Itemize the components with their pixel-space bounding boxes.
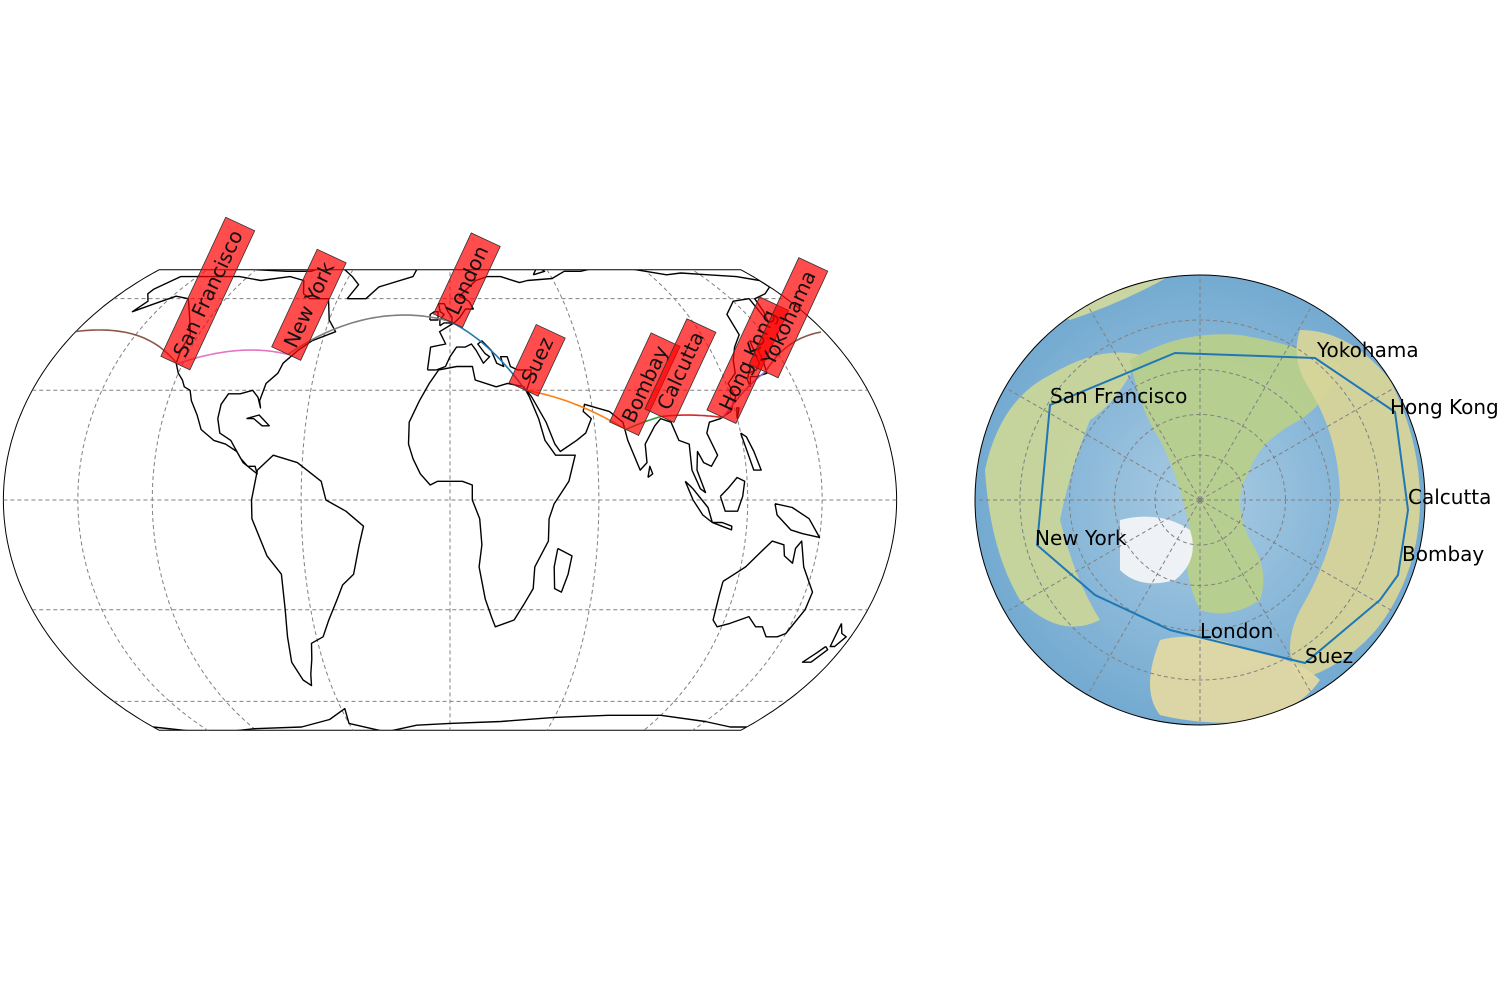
globe-gridlines [975, 275, 1425, 725]
map-boundary [2, 269, 898, 731]
city-name: San Francisco [168, 226, 248, 361]
polar-label-suez: Suez [1305, 644, 1353, 668]
meridian-line [77, 269, 221, 731]
label-box [508, 323, 566, 397]
globe-meridian [1199, 304, 1313, 501]
land-area [1290, 330, 1420, 680]
meridian-line [679, 269, 823, 731]
coastline-segment [712, 540, 814, 638]
coastline-segment [407, 365, 576, 628]
polar-label-calcutta: Calcutta [1408, 485, 1491, 509]
globe-meridian [1087, 304, 1201, 501]
label-box [160, 216, 256, 371]
coastline-segment [684, 480, 713, 524]
city-name: London [440, 242, 493, 319]
land-area [1130, 334, 1340, 614]
city-label-suez: Suez [508, 323, 566, 397]
globe-parallel [1019, 319, 1381, 681]
meridian-line [633, 269, 749, 731]
coastline-segment [553, 547, 573, 593]
polar-label-new-york: New York [1035, 526, 1127, 550]
label-box [748, 257, 829, 379]
coastline-segment [339, 269, 419, 300]
coastline-segment [719, 476, 746, 512]
coastline-segment [246, 414, 270, 427]
label-box [432, 232, 501, 328]
globe-meridian [1199, 499, 1313, 696]
globe-parallel [1069, 369, 1331, 631]
coastline-segment [740, 432, 762, 471]
globe-meridian [1199, 387, 1396, 501]
coastline-segment [250, 454, 365, 687]
coastline-segment [532, 269, 546, 276]
route-segment [76, 329, 178, 365]
city-label-london: London [432, 232, 501, 328]
globe-meridian [1199, 499, 1396, 613]
land-area [985, 352, 1140, 627]
meridian-line [541, 269, 600, 731]
label-box [644, 318, 717, 423]
coastline-segment [426, 269, 771, 494]
coastline-segment [647, 465, 654, 479]
coastline-segment [153, 707, 747, 731]
polar-globe-map: San Francisco New York London Suez Bombay Cal… [974, 274, 1499, 726]
polar-city-labels: San Francisco New York London Suez Bombay Cal… [1035, 338, 1499, 668]
label-box [271, 248, 347, 361]
coastlines [131, 269, 847, 731]
globe-meridian [1004, 499, 1201, 613]
coastline-segment [829, 623, 847, 648]
route-segment [287, 314, 451, 356]
land-area [1120, 516, 1193, 584]
meridian-line [300, 269, 359, 731]
coastline-segment [774, 503, 821, 539]
polar-route-line [1035, 351, 1410, 665]
coastline-segment [712, 521, 733, 531]
globe-meridian [1087, 499, 1201, 696]
polar-label-bombay: Bombay [1402, 542, 1484, 566]
route-segment [176, 349, 289, 365]
polar-label-san-francisco: San Francisco [1050, 384, 1187, 408]
land-area [1150, 636, 1320, 723]
globe-meridian [1004, 387, 1201, 501]
polar-label-london: London [1200, 619, 1273, 643]
polar-label-hong-kong: Hong Kong [1390, 395, 1499, 419]
polar-label-yokohama: Yokohama [1316, 338, 1419, 362]
coastline-segment [801, 645, 829, 663]
globe-boundary [974, 274, 1426, 726]
coastline-segment [255, 269, 324, 272]
route-segment [525, 389, 627, 431]
